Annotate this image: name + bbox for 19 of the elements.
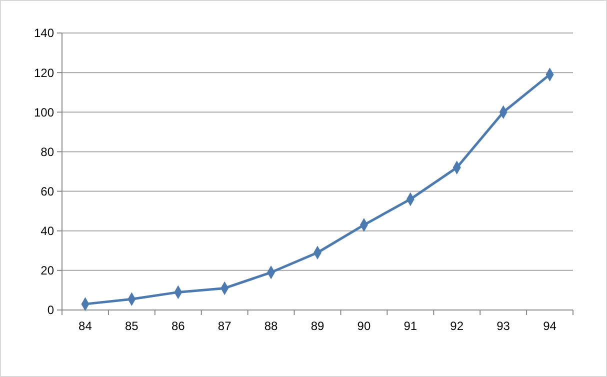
y-tick-label: 80 bbox=[40, 144, 54, 159]
x-tick-label: 92 bbox=[450, 319, 464, 333]
y-tick-label: 140 bbox=[34, 26, 54, 40]
x-tick-label: 87 bbox=[218, 319, 232, 333]
x-tick-label: 89 bbox=[310, 319, 324, 333]
x-tick-label: 86 bbox=[171, 319, 186, 333]
x-tick-label: 93 bbox=[496, 319, 510, 333]
x-tick-label: 94 bbox=[543, 319, 557, 333]
y-tick-label: 60 bbox=[40, 184, 54, 198]
y-tick-label: 100 bbox=[34, 105, 54, 120]
x-tick-label: 91 bbox=[404, 319, 418, 333]
x-tick-label: 90 bbox=[357, 319, 371, 333]
x-tick-label: 85 bbox=[125, 319, 139, 333]
y-tick-label: 40 bbox=[40, 224, 54, 238]
x-tick-label: 84 bbox=[78, 319, 92, 333]
y-tick-label: 120 bbox=[34, 66, 54, 80]
y-tick-label: 20 bbox=[40, 264, 54, 278]
x-tick-label: 88 bbox=[264, 319, 278, 333]
y-tick-label: 0 bbox=[47, 303, 54, 318]
